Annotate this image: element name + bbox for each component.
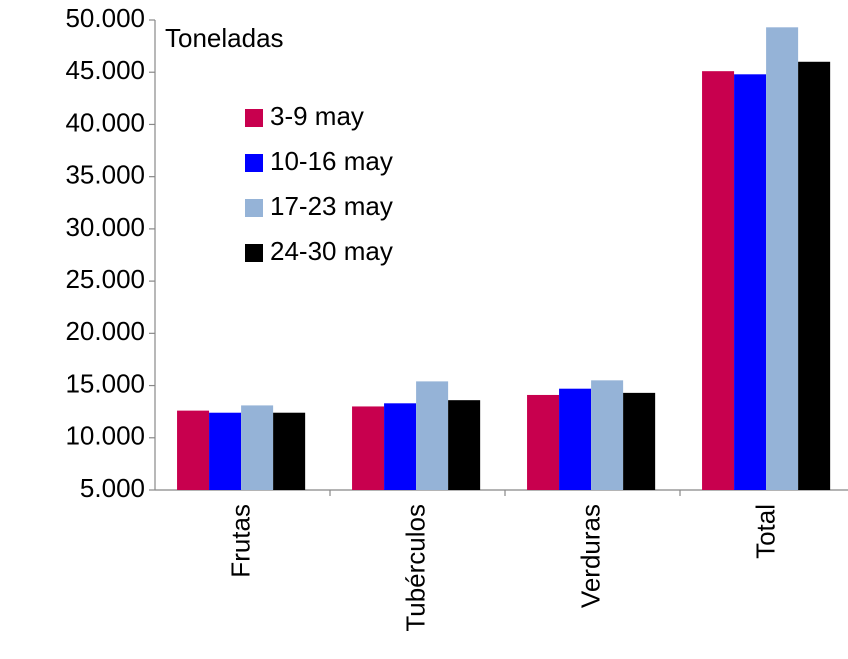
y-tick-label: 20.000 <box>65 316 145 346</box>
x-tick-label: Tubérculos <box>400 504 430 632</box>
bar <box>384 403 417 490</box>
bar <box>273 412 306 490</box>
bar <box>766 27 799 491</box>
y-tick-label: 45.000 <box>65 55 145 85</box>
x-tick-label: Verduras <box>575 504 605 608</box>
bar <box>734 74 767 491</box>
y-tick-label: 25.000 <box>65 264 145 294</box>
y-tick-label: 35.000 <box>65 160 145 190</box>
x-tick-label: Frutas <box>225 504 255 578</box>
legend-swatch <box>245 199 263 217</box>
bar <box>559 388 592 490</box>
legend-label: 3-9 may <box>270 101 364 131</box>
bar <box>177 410 210 490</box>
y-tick-label: 10.000 <box>65 421 145 451</box>
y-tick-label: 30.000 <box>65 212 145 242</box>
bar <box>591 380 624 490</box>
bar <box>527 394 560 490</box>
bar <box>209 412 242 490</box>
chart-title: Toneladas <box>165 23 284 53</box>
bar <box>798 61 831 491</box>
bar <box>416 381 449 490</box>
bar <box>623 392 656 490</box>
y-tick-label: 15.000 <box>65 368 145 398</box>
x-tick-label: Total <box>750 504 780 559</box>
legend-label: 24-30 may <box>270 236 393 266</box>
y-tick-label: 40.000 <box>65 107 145 137</box>
bar <box>241 405 274 490</box>
legend-label: 10-16 may <box>270 146 393 176</box>
bar <box>352 406 385 490</box>
bar <box>448 400 481 490</box>
legend-label: 17-23 may <box>270 191 393 221</box>
legend-swatch <box>245 109 263 127</box>
y-tick-label: 50.000 <box>65 3 145 33</box>
legend-swatch <box>245 154 263 172</box>
legend-swatch <box>245 244 263 262</box>
bar <box>702 71 735 490</box>
y-tick-label: 5.000 <box>80 473 145 503</box>
